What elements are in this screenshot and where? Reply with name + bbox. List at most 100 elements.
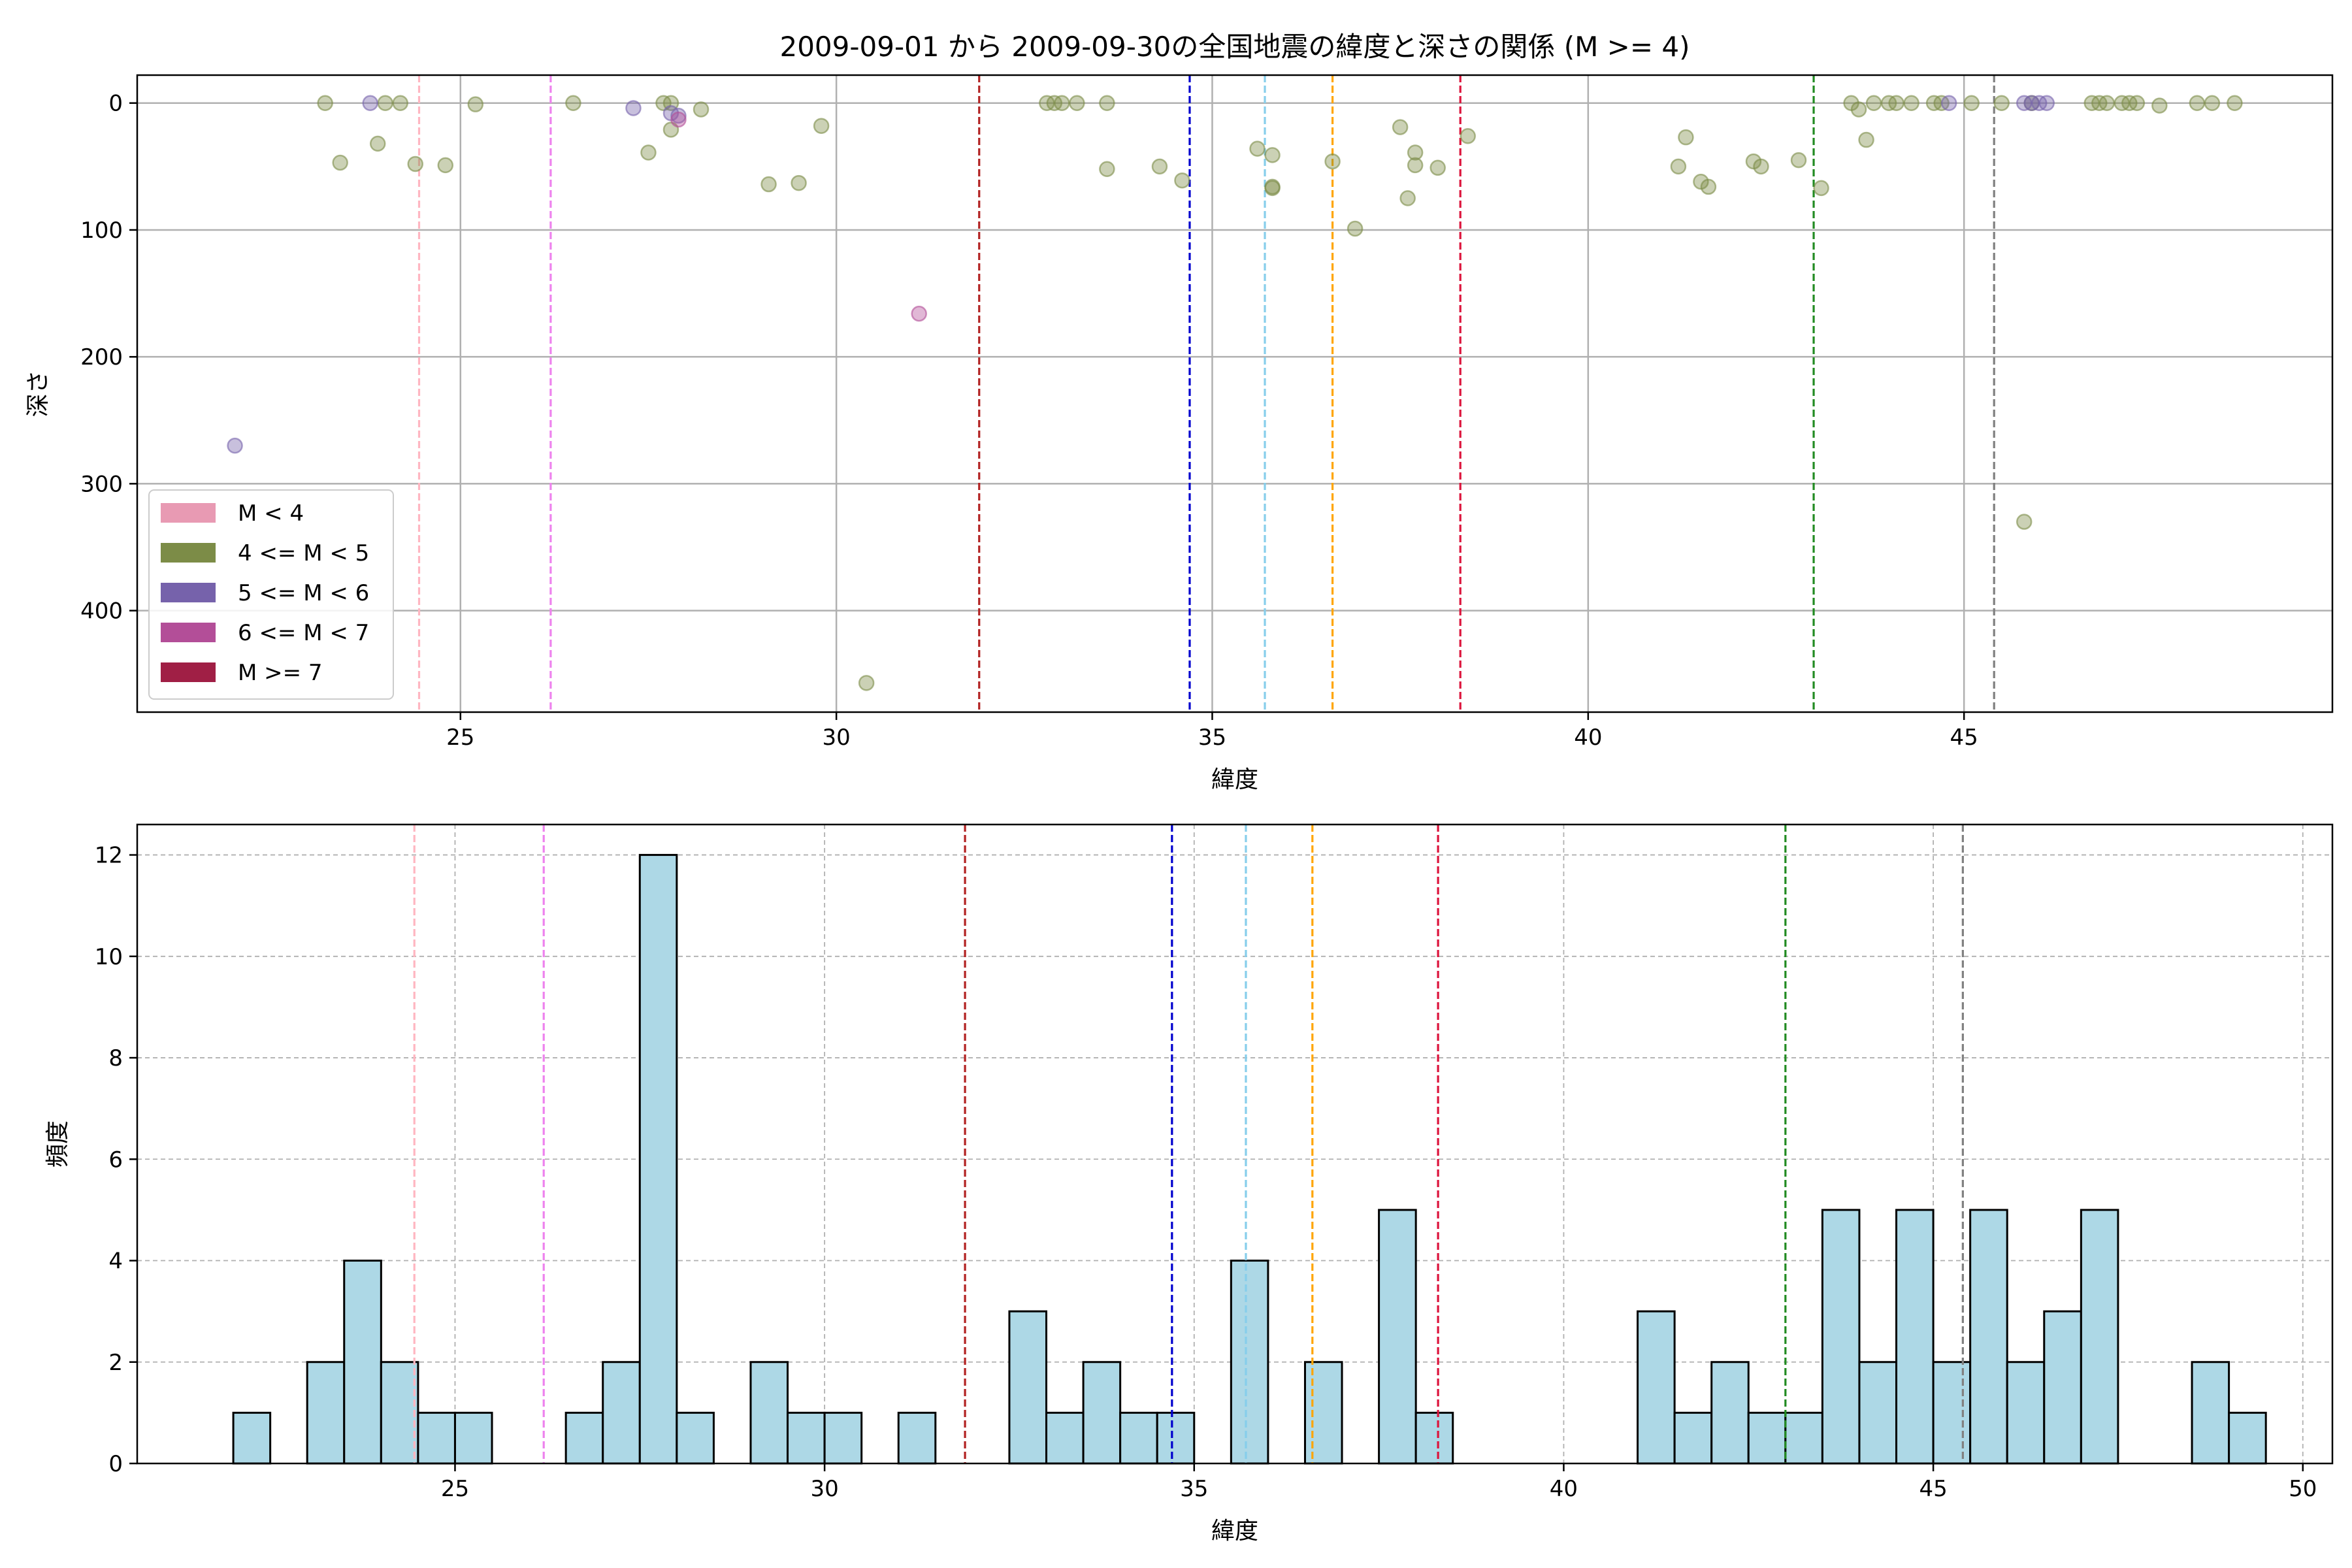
scatter-point [362,95,378,111]
scatter-point [1407,144,1424,161]
scatter-point [1670,158,1687,175]
scatter-point [1407,157,1424,174]
histogram-bar [897,1411,937,1465]
histogram-bar [1156,1411,1196,1465]
histogram-bars [232,854,2267,1465]
scatter-point [2227,95,2243,111]
histogram-bar [1710,1361,1750,1465]
scatter-x-ticks: 25 30 35 40 45 [446,712,1978,751]
scatter-point [407,155,424,172]
legend-swatch [161,543,216,563]
scatter-point [625,100,642,116]
scatter-point [791,174,807,191]
histogram-y-tick-label: 2 [108,1350,123,1376]
scatter-point [2099,95,2115,111]
histogram-bar [602,1361,641,1465]
legend-label: M < 4 [238,500,304,527]
legend-label: M >= 7 [238,660,323,686]
histogram-bar [1858,1361,1898,1465]
scatter-point [2151,97,2168,114]
histogram-x-tick-label: 25 [441,1476,469,1502]
scatter-point [813,118,830,134]
scatter-point [1790,152,1807,169]
legend-box [148,489,394,700]
histogram-bar [1895,1209,1935,1465]
histogram-bar [1414,1411,1454,1465]
scatter-x-tick-label: 30 [823,725,851,751]
scatter-x-tick-label: 40 [1574,725,1602,751]
chart-title: 2009-09-01 から 2009-09-30の全国地震の緯度と深さの関係 (… [779,31,1690,63]
scatter-point [1069,95,1085,111]
histogram-x-axis-label: 緯度 [1211,1518,1258,1544]
histogram-y-tick-label: 4 [108,1249,123,1275]
legend-swatch [161,503,216,523]
scatter-point [369,135,386,152]
histogram-bar [1119,1411,1158,1465]
histogram-bar [1008,1310,1048,1465]
scatter-point [1903,95,1919,111]
histogram-bar [343,1260,382,1465]
scatter-point [1151,158,1168,175]
histogram-bar [2191,1361,2230,1465]
legend: M < 4 4 <= M < 5 5 <= M < 6 6 <= M < 7 M >= … [148,489,394,700]
histogram-bar [453,1411,493,1465]
histogram-bar [1821,1209,1861,1465]
scatter-point [640,144,657,161]
histogram-bar [2006,1361,2046,1465]
histogram-bar [1969,1209,2008,1465]
scatter-point [670,107,687,124]
scatter-point [2129,95,2146,111]
scatter-reference-lines [417,75,1995,712]
scatter-point [2204,95,2221,111]
histogram-bar [2228,1411,2267,1465]
scatter-point [693,101,710,118]
scatter-panel: 25 30 35 40 45 0 100 200 300 400 緯度 深さ M < 4 4 <=… [25,74,2334,793]
scatter-point [1099,161,1115,177]
histogram-y-axis-label: 頻度 [44,1120,71,1168]
scatter-point [1429,159,1446,176]
histogram-bar [417,1411,456,1465]
scatter-y-tick-label: 200 [80,344,123,370]
scatter-point [437,157,454,174]
scatter-point [1858,131,1874,148]
legend-swatch [161,623,216,642]
scatter-y-tick-label: 400 [80,598,123,625]
histogram-bar [1303,1361,1343,1465]
scatter-point [1940,95,1957,111]
histogram-bar [1673,1411,1713,1465]
histogram-bar [1637,1310,1676,1465]
histogram-x-tick-label: 30 [810,1476,838,1502]
histogram-x-tick-label: 50 [2289,1476,2317,1502]
scatter-x-tick-label: 35 [1198,725,1226,751]
histogram-x-ticks: 25 30 35 40 45 50 [441,1463,2317,1502]
scatter-x-tick-label: 45 [1950,725,1978,751]
scatter-point [1963,95,1980,111]
scatter-point [1264,180,1281,197]
scatter-point [565,95,581,111]
histogram-bar [638,854,678,1465]
scatter-point [2038,95,2055,111]
legend-swatch [161,662,216,682]
scatter-y-tick-label: 300 [80,471,123,497]
histogram-bar [749,1361,789,1465]
scatter-point [2189,95,2206,111]
scatter-point [1813,180,1829,197]
histogram-bar [1378,1209,1417,1465]
scatter-point [1399,190,1416,206]
histogram-x-tick-label: 40 [1550,1476,1578,1502]
scatter-point [1678,129,1694,146]
scatter-point [1347,220,1364,237]
histogram-x-tick-label: 45 [1919,1476,1947,1502]
scatter-point [911,305,927,322]
histogram-bar [380,1361,419,1465]
scatter-point [467,96,484,112]
scatter-point [1865,95,1882,111]
histogram-bar [787,1411,826,1465]
histogram-bar [1045,1411,1085,1465]
histogram-y-ticks: 0 2 4 6 8 10 12 [95,843,137,1477]
scatter-point [1054,95,1070,111]
histogram-y-tick-label: 12 [95,843,123,869]
scatter-point [1850,101,1867,118]
histogram-bar [2080,1209,2119,1465]
